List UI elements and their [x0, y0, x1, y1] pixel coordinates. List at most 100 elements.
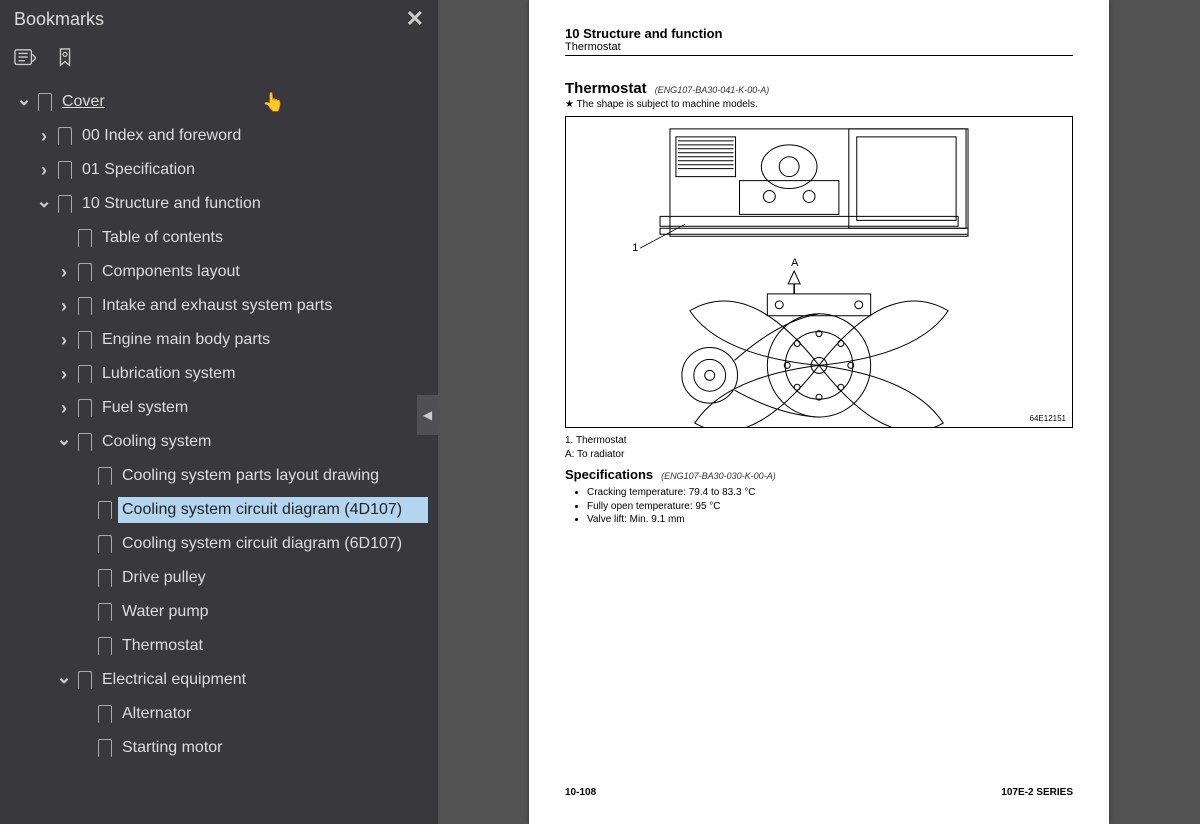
- bookmark-icon: [98, 705, 112, 723]
- bookmark-icon: [78, 331, 92, 349]
- bookmark-label: Cooling system circuit diagram (6D107): [118, 531, 428, 558]
- spec-item: Valve lift: Min. 9.1 mm: [587, 513, 1073, 527]
- series-label: 107E-2 SERIES: [1001, 787, 1073, 798]
- section-title: Thermostat: [565, 80, 647, 97]
- chevron-down-icon[interactable]: ⌄: [36, 193, 52, 209]
- bookmark-icon: [58, 195, 72, 213]
- bookmark-label: Intake and exhaust system parts: [98, 293, 428, 320]
- legend-item: A: To radiator: [565, 448, 1073, 462]
- bookmark-label: Table of contents: [98, 225, 428, 252]
- bookmark-item-elec[interactable]: ⌄ Electrical equipment: [10, 663, 432, 697]
- bookmark-icon: [78, 671, 92, 689]
- bookmark-icon: [98, 569, 112, 587]
- sidebar-title: Bookmarks: [14, 9, 104, 30]
- bookmark-label: Components layout: [98, 259, 428, 286]
- bookmark-item-intake[interactable]: › Intake and exhaust system parts: [10, 289, 432, 323]
- callout-a: A: [791, 257, 799, 269]
- bookmarks-sidebar: Bookmarks ✕ ⌄ Cover › 00 Index and foreword…: [0, 0, 438, 824]
- bookmark-item-toc[interactable]: Table of contents: [10, 221, 432, 255]
- bookmark-item-drive[interactable]: Drive pulley: [10, 561, 432, 595]
- bookmark-label: Drive pulley: [118, 565, 428, 592]
- bookmark-icon: [78, 365, 92, 383]
- bookmark-label: Thermostat: [118, 633, 428, 660]
- page-footer: 10-108 107E-2 SERIES: [565, 787, 1073, 798]
- bookmark-item-cool4d[interactable]: Cooling system circuit diagram (4D107): [10, 493, 432, 527]
- chevron-down-icon[interactable]: ⌄: [56, 669, 72, 685]
- bookmark-item-engine[interactable]: › Engine main body parts: [10, 323, 432, 357]
- bookmark-label: 00 Index and foreword: [78, 123, 428, 150]
- page-header-sub: Thermostat: [565, 41, 1073, 56]
- chevron-right-icon[interactable]: ›: [56, 298, 72, 314]
- bookmark-icon: [78, 263, 92, 281]
- sidebar-collapse-handle[interactable]: ◀: [417, 395, 438, 435]
- chevron-right-icon[interactable]: ›: [56, 264, 72, 280]
- close-icon[interactable]: ✕: [406, 6, 424, 32]
- content-area: 10 Structure and function Thermostat The…: [438, 0, 1200, 824]
- specs-title: Specifications: [565, 467, 653, 482]
- bookmark-icon: [78, 399, 92, 417]
- pdf-page: 10 Structure and function Thermostat The…: [529, 0, 1109, 824]
- bookmark-label: 10 Structure and function: [78, 191, 428, 218]
- spec-item: Fully open temperature: 95 °C: [587, 500, 1073, 514]
- bookmark-label: Cover: [58, 89, 428, 116]
- legend-item: 1. Thermostat: [565, 434, 1073, 448]
- bookmark-item-water[interactable]: Water pump: [10, 595, 432, 629]
- callout-1: 1: [632, 242, 638, 254]
- chevron-down-icon[interactable]: ⌄: [16, 91, 32, 107]
- outline-view-icon[interactable]: [14, 48, 36, 73]
- chevron-right-icon[interactable]: ›: [56, 400, 72, 416]
- bookmark-ribbon-icon[interactable]: [54, 48, 76, 73]
- bookmark-label: Cooling system circuit diagram (4D107): [118, 497, 428, 524]
- bookmark-icon: [98, 501, 112, 519]
- bookmark-item-fuel[interactable]: › Fuel system: [10, 391, 432, 425]
- chevron-right-icon[interactable]: ›: [36, 128, 52, 144]
- page-header-section: 10 Structure and function: [565, 26, 1073, 41]
- bookmark-icon: [98, 603, 112, 621]
- bookmark-item-idx[interactable]: › 00 Index and foreword: [10, 119, 432, 153]
- specs-code: (ENG107-BA30-030-K-00-A): [661, 471, 776, 481]
- bookmark-label: Starting motor: [118, 735, 428, 762]
- sidebar-toolbar: [0, 42, 438, 85]
- chevron-right-icon[interactable]: ›: [56, 366, 72, 382]
- bookmark-label: Water pump: [118, 599, 428, 626]
- chevron-right-icon[interactable]: ›: [56, 332, 72, 348]
- bookmark-icon: [38, 93, 52, 111]
- bookmark-item-coolparts[interactable]: Cooling system parts layout drawing: [10, 459, 432, 493]
- section-code: (ENG107-BA30-041-K-00-A): [655, 85, 770, 95]
- chevron-right-icon[interactable]: ›: [36, 162, 52, 178]
- bookmark-item-start[interactable]: Starting motor: [10, 731, 432, 765]
- bookmark-item-sf[interactable]: ⌄ 10 Structure and function: [10, 187, 432, 221]
- technical-diagram: 1 A: [565, 116, 1073, 428]
- bookmark-label: 01 Specification: [78, 157, 428, 184]
- bookmark-item-alt[interactable]: Alternator: [10, 697, 432, 731]
- bookmark-icon: [78, 433, 92, 451]
- bookmark-label: Alternator: [118, 701, 428, 728]
- spec-item: Cracking temperature: 79.4 to 83.3 °C: [587, 486, 1073, 500]
- diagram-id: 64E12151: [1030, 414, 1066, 423]
- chevron-down-icon[interactable]: ⌄: [56, 431, 72, 447]
- bookmark-item-lub[interactable]: › Lubrication system: [10, 357, 432, 391]
- bookmark-icon: [98, 535, 112, 553]
- bookmark-item-cool6d[interactable]: Cooling system circuit diagram (6D107): [10, 527, 432, 561]
- bookmark-label: Lubrication system: [98, 361, 428, 388]
- bookmark-item-cool[interactable]: ⌄ Cooling system: [10, 425, 432, 459]
- legend: 1. Thermostat A: To radiator: [565, 434, 1073, 461]
- bookmark-icon: [98, 637, 112, 655]
- bookmark-icon: [78, 297, 92, 315]
- bookmark-icon: [58, 161, 72, 179]
- bookmark-label: Cooling system parts layout drawing: [118, 463, 428, 490]
- bookmark-label: Engine main body parts: [98, 327, 428, 354]
- sidebar-header: Bookmarks ✕: [0, 0, 438, 42]
- bookmark-icon: [98, 467, 112, 485]
- bookmark-icon: [78, 229, 92, 247]
- bookmark-label: Cooling system: [98, 429, 428, 456]
- bookmark-label: Electrical equipment: [98, 667, 428, 694]
- bookmark-item-thermo[interactable]: Thermostat: [10, 629, 432, 663]
- bookmark-item-cover[interactable]: ⌄ Cover: [10, 85, 432, 119]
- bookmark-label: Fuel system: [98, 395, 428, 422]
- bookmark-item-comp[interactable]: › Components layout: [10, 255, 432, 289]
- note-text: ★ The shape is subject to machine models…: [565, 99, 1073, 110]
- bookmark-item-spec[interactable]: › 01 Specification: [10, 153, 432, 187]
- bookmark-tree[interactable]: ⌄ Cover › 00 Index and foreword › 01 Specific…: [0, 85, 438, 824]
- bookmark-icon: [98, 739, 112, 757]
